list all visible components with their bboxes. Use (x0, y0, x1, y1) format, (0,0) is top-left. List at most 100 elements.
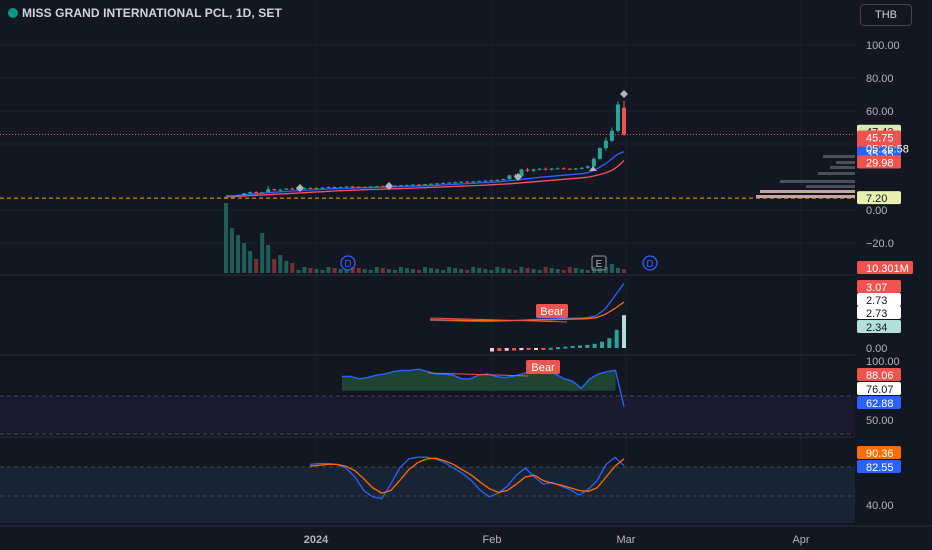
y-tick-label: 100.00 (866, 356, 900, 368)
earnings-badge (591, 255, 607, 271)
price-tag (857, 396, 901, 409)
signal-diamond-icon (296, 184, 304, 192)
candle-body (398, 185, 403, 187)
candle-body (579, 167, 584, 169)
macd-histogram-bar (526, 348, 531, 350)
candle-body (573, 168, 578, 170)
candle-body (236, 195, 241, 197)
macd-histogram-bar (490, 348, 494, 352)
volume-bar (549, 268, 554, 273)
price-tag (857, 368, 901, 381)
candle-body (332, 187, 337, 189)
volume-bar (392, 270, 397, 273)
candle-body (338, 186, 343, 188)
volume-bar (477, 268, 482, 273)
annotation-badge (526, 360, 560, 374)
candle-body (507, 175, 512, 180)
event-badge-label: D (344, 259, 351, 270)
volume-bar (338, 269, 343, 273)
volume-bar (609, 264, 614, 273)
candle-body (567, 168, 572, 170)
price-tag-label: 45.75 (866, 133, 894, 145)
volume-bar (579, 269, 584, 273)
ma-fast-line (225, 151, 625, 197)
candle-body (230, 196, 235, 198)
candle-body (410, 184, 415, 186)
candle-body (531, 169, 536, 171)
volume-bar (230, 228, 235, 273)
volume-profile-bar (830, 166, 855, 169)
volume-bar (272, 259, 277, 273)
volume-bar (356, 268, 361, 273)
volume-bar (471, 267, 476, 273)
volume-bar (501, 268, 506, 273)
volume-bar (380, 268, 385, 273)
volume-bar (236, 235, 241, 273)
y-tick-label: −20.0 (866, 238, 894, 250)
volume-bar (290, 263, 295, 273)
candle-body (362, 186, 367, 188)
volume-bar (453, 268, 458, 273)
volume-bar (525, 268, 530, 273)
candle-body (622, 107, 626, 135)
x-tick-label: Feb (483, 534, 502, 546)
macd-histogram-bar (541, 348, 546, 350)
symbol-status-icon (8, 8, 18, 18)
candle-body (308, 188, 313, 190)
price-tag-label: 2.73 (866, 295, 887, 307)
candle-body (302, 188, 307, 190)
price-tag-label: 29.98 (866, 158, 894, 170)
divergence-line (429, 317, 568, 323)
event-badge-label: E (596, 259, 603, 270)
volume-bar (242, 243, 247, 273)
price-tag-label: 88.06 (866, 370, 894, 382)
candle-body (326, 187, 331, 189)
candle-body (459, 181, 464, 183)
price-tag (857, 460, 901, 473)
volume-bar (573, 268, 578, 273)
ma-slow-line (225, 160, 625, 198)
annotation-label: Bear (540, 306, 564, 318)
price-tag-label: 7.20 (866, 193, 887, 205)
price-tag (857, 382, 901, 395)
volume-bar (308, 268, 313, 273)
y-tick-label: 80.00 (866, 73, 894, 85)
macd-histogram-bar (519, 348, 524, 351)
stoch-d-line (309, 457, 625, 494)
volume-bar (495, 267, 500, 273)
volume-bar (622, 269, 626, 273)
volume-bar (260, 233, 265, 273)
candle-body (260, 192, 265, 194)
candle-body (477, 180, 482, 182)
dividend-badge (340, 255, 356, 271)
candle-body (356, 186, 361, 188)
currency-button[interactable]: THB (860, 4, 912, 26)
stoch-k-line (309, 456, 625, 500)
candle-body (615, 104, 620, 131)
volume-bar (398, 267, 403, 273)
volume-profile-bar (823, 155, 855, 158)
volume-bar (284, 261, 289, 273)
candle-body (597, 148, 602, 159)
volume-bar (423, 267, 427, 273)
volume-bar (278, 255, 283, 273)
macd-histogram-bar (512, 348, 516, 351)
volume-bar (567, 267, 572, 273)
volume-bar (368, 270, 373, 273)
countdown-label: 05:26:58 (866, 144, 909, 156)
candle-body (374, 186, 379, 188)
volume-bar (404, 268, 409, 273)
candle-body (543, 168, 548, 170)
volume-bar (224, 203, 228, 273)
candle-body (278, 189, 283, 191)
candle-body (489, 180, 494, 182)
candle-body (609, 130, 614, 141)
y-tick-label: 40.00 (866, 500, 894, 512)
volume-tag (857, 261, 913, 274)
volume-bar (266, 245, 271, 273)
price-tag (857, 155, 901, 169)
candle-body (368, 186, 373, 188)
price-tag-label: 62.88 (866, 398, 894, 410)
volume-bar (435, 269, 440, 273)
